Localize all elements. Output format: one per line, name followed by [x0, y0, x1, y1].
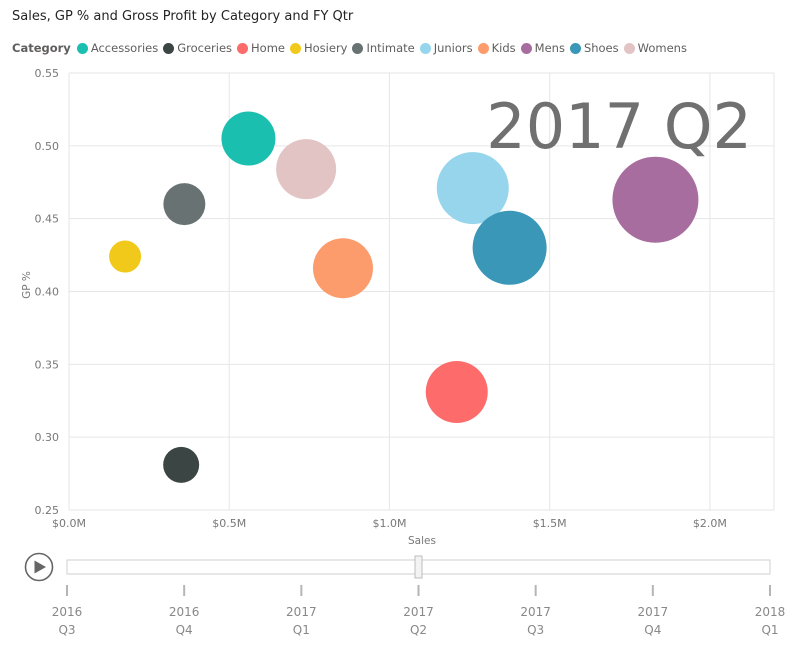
y-tick-label: 0.55: [35, 67, 60, 80]
period-watermark: 2017 Q2: [486, 90, 752, 163]
play-slider-handle[interactable]: [414, 555, 423, 579]
x-tick-label: $1.5M: [533, 517, 567, 530]
x-tick-label: $0.5M: [212, 517, 246, 530]
chart-title: Sales, GP % and Gross Profit by Category…: [12, 9, 354, 24]
legend-marker: [569, 42, 581, 54]
legend-label: Womens: [637, 41, 687, 55]
legend-label: Hosiery: [304, 41, 348, 55]
legend-item-juniors[interactable]: Juniors: [419, 41, 473, 55]
play-axis-year[interactable]: 2018: [755, 605, 786, 619]
legend-label: Mens: [534, 41, 565, 55]
bubbles: [109, 111, 699, 483]
x-tick-label: $2.0M: [693, 517, 727, 530]
legend-item-shoes[interactable]: Shoes: [569, 41, 619, 55]
x-axis-ticks: $0.0M $0.5M $1.0M $1.5M $2.0M: [52, 517, 727, 530]
y-tick-label: 0.50: [35, 140, 60, 153]
y-tick-label: 0.35: [35, 358, 60, 371]
legend-label: Kids: [491, 41, 516, 55]
bubble-mens[interactable]: [612, 156, 699, 243]
bubble-groceries[interactable]: [163, 446, 200, 483]
play-icon: [34, 560, 46, 574]
play-axis-quarter[interactable]: Q2: [410, 623, 427, 637]
play-axis-year[interactable]: 2017: [520, 605, 551, 619]
legend-item-intimate[interactable]: Intimate: [352, 41, 415, 55]
legend-item-home[interactable]: Home: [237, 41, 285, 55]
legend-marker: [623, 42, 635, 54]
x-tick-label: $0.0M: [52, 517, 86, 530]
legend-marker: [477, 42, 489, 54]
bubble-intimate[interactable]: [163, 183, 206, 226]
bubble-womens[interactable]: [276, 139, 337, 200]
play-axis-quarter[interactable]: Q1: [293, 623, 310, 637]
legend-item-mens[interactable]: Mens: [520, 41, 565, 55]
legend-marker: [352, 42, 364, 54]
legend-item-womens[interactable]: Womens: [623, 41, 687, 55]
legend-marker: [290, 42, 301, 54]
legend-label: Shoes: [583, 41, 619, 55]
legend-items: Accessories Groceries Home Hosiery Intimate J…: [76, 41, 692, 55]
play-axis-quarter[interactable]: Q3: [58, 623, 75, 637]
play-axis-year[interactable]: 2017: [286, 605, 317, 619]
y-axis-ticks: 0.25 0.30 0.35 0.40 0.45 0.50 0.55: [35, 67, 60, 517]
legend-label: Accessories: [90, 41, 159, 55]
y-tick-label: 0.25: [35, 504, 60, 517]
bubble-accessories[interactable]: [221, 111, 276, 166]
play-axis: 2016 Q3 2016 Q4 2017 Q1 2017 Q2 2017 Q3 2017 Q4 2018…: [24, 552, 786, 637]
play-axis-quarter[interactable]: Q4: [644, 623, 661, 637]
legend-title: Category: [12, 41, 71, 55]
bubble-juniors[interactable]: [436, 152, 509, 225]
y-axis-title: GP %: [21, 271, 33, 299]
x-tick-label: $1.0M: [372, 517, 406, 530]
legend-item-groceries[interactable]: Groceries: [163, 41, 232, 55]
play-axis-quarter[interactable]: Q4: [176, 623, 193, 637]
legend-label: Juniors: [433, 41, 473, 55]
legend-item-hosiery[interactable]: Hosiery: [290, 41, 347, 55]
play-axis-year[interactable]: 2016: [169, 605, 200, 619]
play-axis-quarter[interactable]: Q3: [527, 623, 544, 637]
play-axis-ticks: 2016 Q3 2016 Q4 2017 Q1 2017 Q2 2017 Q3 2017 Q4 2018…: [52, 585, 786, 637]
legend-marker: [76, 42, 88, 54]
bubble-kids[interactable]: [312, 238, 373, 299]
play-axis-quarter[interactable]: Q1: [761, 623, 778, 637]
legend-marker: [520, 42, 532, 54]
legend-marker: [237, 42, 249, 54]
bubble-home[interactable]: [425, 361, 488, 424]
legend-item-accessories[interactable]: Accessories: [76, 41, 159, 55]
bubble-hosiery[interactable]: [109, 240, 142, 273]
play-axis-year[interactable]: 2017: [638, 605, 669, 619]
legend-label: Intimate: [366, 41, 415, 55]
legend-label: Home: [251, 41, 285, 55]
x-axis-title: Sales: [408, 535, 436, 547]
legend-item-kids[interactable]: Kids: [477, 41, 516, 55]
play-axis-year[interactable]: 2017: [403, 605, 434, 619]
y-tick-label: 0.30: [35, 431, 60, 444]
legend-marker: [419, 42, 431, 54]
play-axis-year[interactable]: 2016: [52, 605, 83, 619]
grid: [68, 72, 775, 511]
legend-marker: [163, 42, 175, 54]
legend-label: Groceries: [177, 41, 233, 55]
y-tick-label: 0.45: [35, 213, 60, 226]
bubble-shoes[interactable]: [472, 210, 547, 285]
play-button[interactable]: [24, 552, 54, 582]
legend: Category Accessories Groceries Home Hosiery…: [12, 40, 692, 56]
y-tick-label: 0.40: [35, 286, 60, 299]
